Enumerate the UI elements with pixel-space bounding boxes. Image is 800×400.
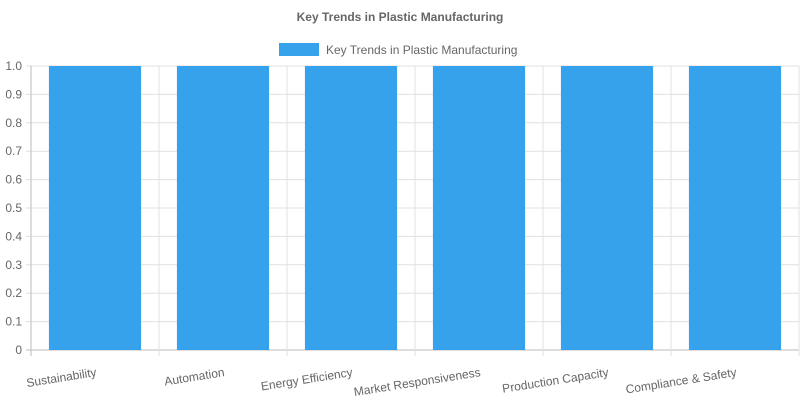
- legend-swatch: [279, 43, 319, 56]
- legend[interactable]: Key Trends in Plastic Manufacturing: [279, 43, 517, 57]
- y-tick-label: 0: [15, 343, 22, 357]
- x-tick-label: Sustainability: [25, 365, 97, 390]
- x-tick-label: Market Responsiveness: [353, 365, 482, 399]
- y-tick-label: 0.9: [5, 87, 22, 101]
- y-tick-label: 0.2: [5, 286, 22, 300]
- y-tick-label: 0.4: [5, 229, 22, 243]
- bar: [176, 66, 270, 350]
- legend-label: Key Trends in Plastic Manufacturing: [326, 43, 517, 57]
- x-tick-label: Production Capacity: [501, 365, 609, 396]
- x-tick-label: Energy Efficiency: [260, 365, 354, 393]
- y-tick-label: 0.1: [5, 315, 22, 329]
- bar: [560, 66, 654, 350]
- y-tick-label: 0.5: [5, 201, 22, 215]
- y-tick-label: 0.8: [5, 116, 22, 130]
- bar: [432, 66, 526, 350]
- bar: [48, 66, 142, 350]
- y-tick-label: 0.6: [5, 173, 22, 187]
- bar: [304, 66, 398, 350]
- y-tick-label: 0.7: [5, 144, 22, 158]
- bar: [688, 66, 782, 350]
- y-tick-label: 0.3: [5, 258, 22, 272]
- x-tick-label: Automation: [163, 365, 225, 388]
- chart-title: Key Trends in Plastic Manufacturing: [297, 10, 504, 24]
- y-tick-label: 1.0: [5, 59, 22, 73]
- x-tick-label: Compliance & Safety: [625, 365, 738, 396]
